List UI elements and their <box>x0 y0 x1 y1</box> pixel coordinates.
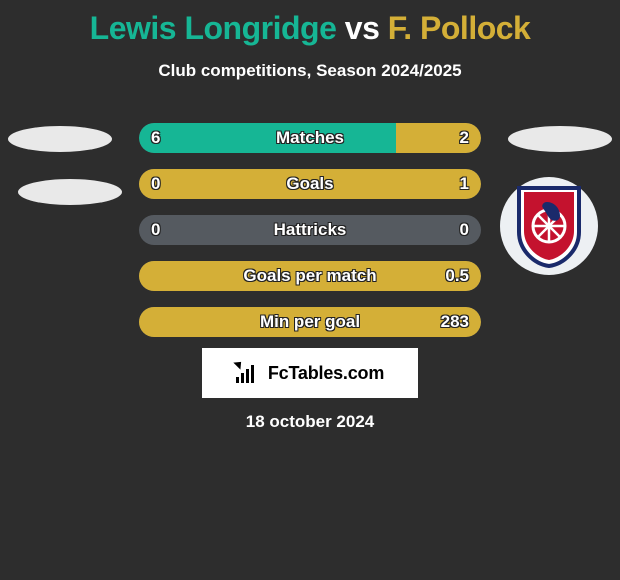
date-label: 18 october 2024 <box>0 412 620 432</box>
bar-right-value: 1 <box>460 169 469 199</box>
bar-hattricks: 0 Hattricks 0 <box>139 215 481 245</box>
raith-crest-icon <box>514 184 584 268</box>
bar-right-value: 0 <box>460 215 469 245</box>
bar-label: Matches <box>139 123 481 153</box>
bar-goals: 0 Goals 1 <box>139 169 481 199</box>
bar-label: Min per goal <box>139 307 481 337</box>
player-left-placeholder-icon <box>18 179 122 205</box>
title-vs: vs <box>345 10 388 46</box>
club-crest-right <box>500 177 598 275</box>
bar-label: Hattricks <box>139 215 481 245</box>
title-player-right: F. Pollock <box>388 10 531 46</box>
bar-right-value: 0.5 <box>445 261 469 291</box>
player-right-placeholder-icon <box>508 126 612 152</box>
bar-matches: 6 Matches 2 <box>139 123 481 153</box>
fctables-chart-icon <box>236 363 262 383</box>
fctables-logo[interactable]: FcTables.com <box>202 348 418 398</box>
player-left-placeholder-icon <box>8 126 112 152</box>
subtitle: Club competitions, Season 2024/2025 <box>0 61 620 81</box>
bar-label: Goals <box>139 169 481 199</box>
bar-label: Goals per match <box>139 261 481 291</box>
bar-right-value: 2 <box>460 123 469 153</box>
page-title: Lewis Longridge vs F. Pollock <box>0 0 620 47</box>
title-player-left: Lewis Longridge <box>90 10 337 46</box>
bar-goals-per-match: Goals per match 0.5 <box>139 261 481 291</box>
bar-right-value: 283 <box>441 307 469 337</box>
fctables-logo-text: FcTables.com <box>268 363 384 384</box>
bar-min-per-goal: Min per goal 283 <box>139 307 481 337</box>
